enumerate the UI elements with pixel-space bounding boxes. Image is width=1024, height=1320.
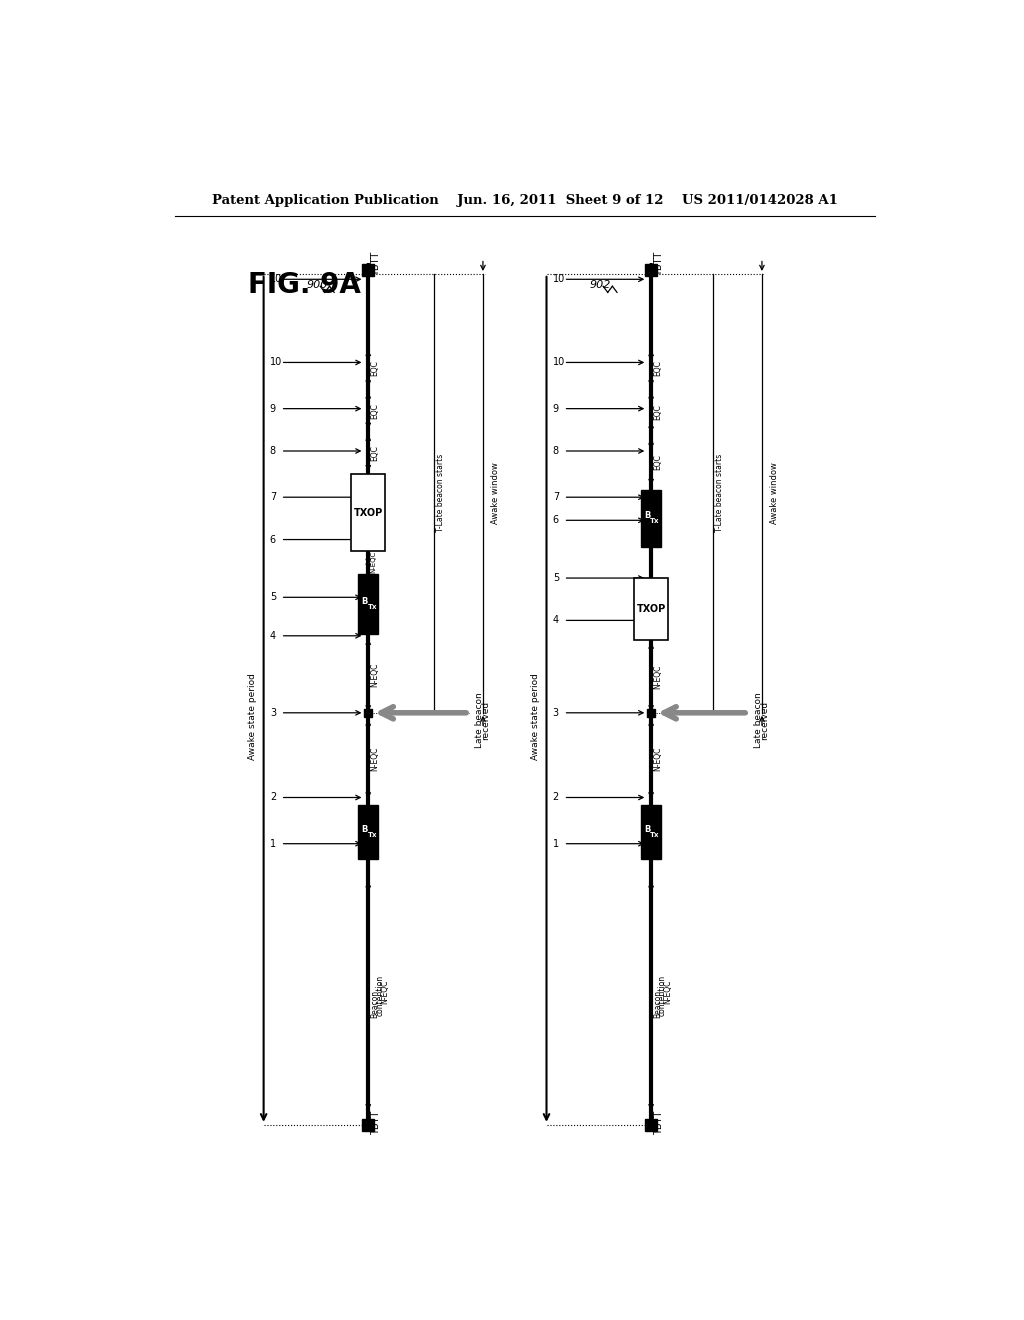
Text: contention: contention [375, 975, 384, 1016]
Text: TBTT: TBTT [372, 1111, 381, 1135]
Text: Late beacon: Late beacon [475, 693, 484, 748]
Text: Tx: Tx [368, 605, 377, 610]
Text: B: B [644, 825, 650, 833]
Text: 5: 5 [553, 573, 559, 583]
Bar [351, 474, 385, 552]
Text: 2: 2 [270, 792, 276, 803]
Text: Awake state period: Awake state period [248, 673, 257, 760]
Text: 7: 7 [270, 492, 276, 502]
Text: 1: 1 [270, 838, 275, 849]
Text: 900: 900 [306, 280, 328, 290]
Text: FIG. 9A: FIG. 9A [248, 272, 361, 300]
Text: 5: 5 [270, 593, 276, 602]
Text: T-Late beacon starts: T-Late beacon starts [436, 454, 445, 532]
Text: 10: 10 [553, 275, 565, 284]
Text: TXOP: TXOP [353, 508, 383, 517]
Text: 6: 6 [553, 515, 559, 525]
Text: N-EQC: N-EQC [371, 663, 380, 688]
Text: 4: 4 [270, 631, 275, 640]
Text: Patent Application Publication    Jun. 16, 2011  Sheet 9 of 12    US 2011/014202: Patent Application Publication Jun. 16, … [212, 194, 838, 207]
Text: Awake window: Awake window [770, 462, 778, 524]
Text: EQC: EQC [371, 360, 380, 376]
Text: 902: 902 [589, 280, 610, 290]
Bar [634, 578, 669, 640]
Text: EQC: EQC [653, 360, 663, 376]
Text: N-EQC: N-EQC [653, 665, 663, 689]
Text: 2: 2 [553, 792, 559, 803]
Text: 8: 8 [270, 446, 275, 455]
Text: B: B [361, 597, 368, 606]
Text: N-EQC: N-EQC [371, 550, 377, 573]
Text: EQC: EQC [653, 404, 663, 421]
Text: 10: 10 [553, 358, 565, 367]
Text: Tx: Tx [650, 832, 659, 838]
Text: TBTT: TBTT [654, 252, 665, 276]
Text: 7: 7 [553, 492, 559, 502]
Text: 10: 10 [270, 358, 282, 367]
Text: 1: 1 [553, 838, 559, 849]
Text: 10: 10 [270, 275, 282, 284]
Text: Awake window: Awake window [490, 462, 500, 524]
Text: Beacon: Beacon [371, 990, 380, 1018]
Text: Late beacon: Late beacon [755, 693, 763, 748]
Text: contention: contention [658, 975, 667, 1016]
Text: N-EQC: N-EQC [371, 747, 380, 771]
Text: TBTT: TBTT [372, 252, 381, 276]
Text: T-Late beacon starts: T-Late beacon starts [716, 454, 724, 532]
Text: 4: 4 [553, 615, 559, 626]
Text: received: received [481, 701, 490, 741]
Text: EQC: EQC [653, 454, 663, 470]
Text: TXOP: TXOP [637, 603, 666, 614]
Bar [358, 574, 378, 635]
Bar [641, 490, 662, 548]
Text: 6: 6 [270, 535, 275, 545]
Text: N-EQC: N-EQC [653, 747, 663, 771]
Text: 8: 8 [553, 446, 559, 455]
Text: EQC: EQC [371, 403, 380, 418]
Text: Tx: Tx [368, 832, 377, 838]
Text: Awake state period: Awake state period [531, 673, 540, 760]
Text: 9: 9 [270, 404, 275, 413]
Text: received: received [761, 701, 769, 741]
Text: B: B [644, 511, 650, 520]
Text: 3: 3 [553, 708, 559, 718]
Bar [358, 805, 378, 859]
Text: 9: 9 [553, 404, 559, 413]
Text: B: B [361, 825, 368, 833]
Bar [641, 805, 662, 859]
Text: N-EQC: N-EQC [380, 979, 389, 1005]
Text: Beacon: Beacon [653, 990, 663, 1018]
Text: Tx: Tx [650, 519, 659, 524]
Text: EQC: EQC [371, 445, 380, 461]
Text: TBTT: TBTT [654, 1111, 665, 1135]
Text: N-EQC: N-EQC [663, 979, 672, 1005]
Text: 3: 3 [270, 708, 275, 718]
